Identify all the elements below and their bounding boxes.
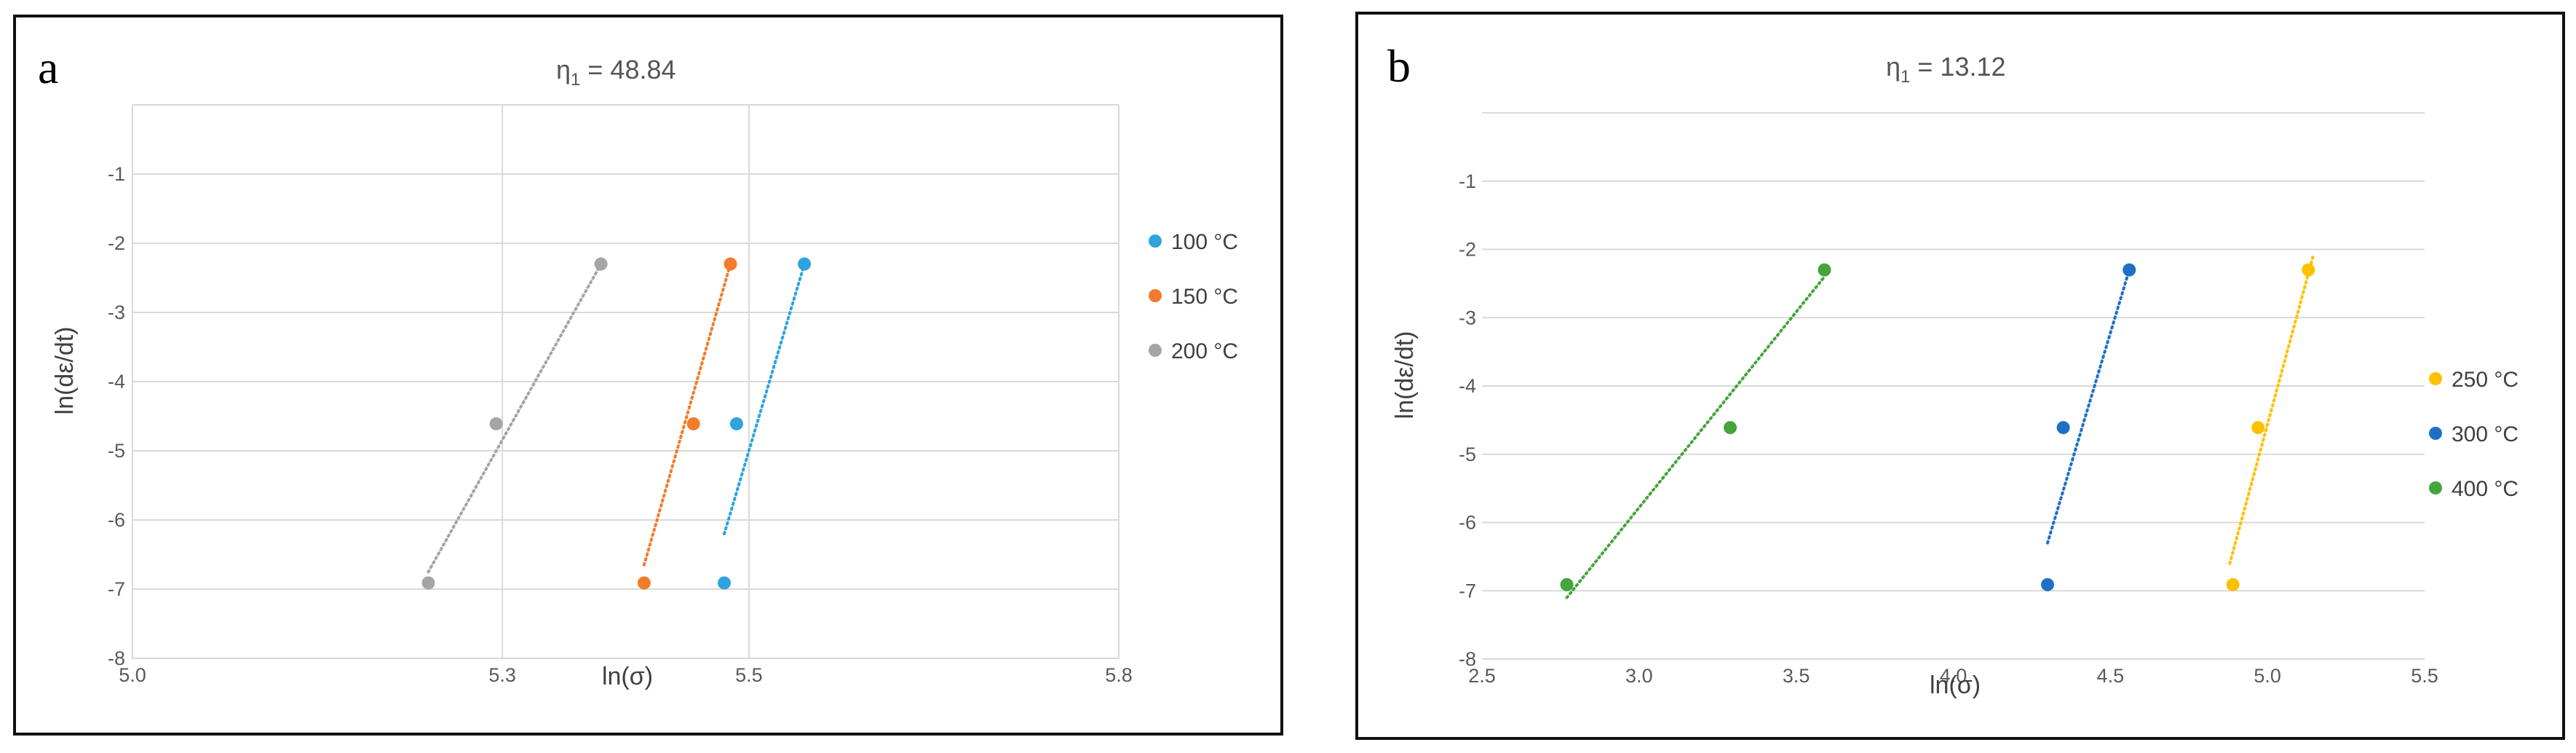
trendline-250c [2228,254,2315,565]
trendline-300c [2046,268,2131,545]
plot-area-a: -1 -2 -3 -4 -5 -6 -7 -85.0 5.3 5.5 5.8 100 °C 150 °C… [108,104,1238,686]
y-tick-label: -6 [108,509,125,531]
legend-marker [2429,481,2442,494]
y-tick-label: -5 [108,440,125,462]
trendline-200c [427,262,603,574]
data-point [637,576,651,590]
chart-title-a: η1 = 48.84 [556,55,676,90]
data-point [724,257,737,271]
title-subscript-b: 1 [1901,67,1910,87]
legend-label: 100 °C [1171,230,1238,254]
y-axis-label-a: ln(dε/dt) [51,327,79,415]
legend-label: 250 °C [2452,368,2518,392]
title-subscript-a: 1 [571,70,580,90]
chart-a-svg: a η1 = 48.84 -1 -2 -3 -4 -5 -6 -7 -85.0 5.3 5.5 5.… [38,42,1238,690]
legend-label: 150 °C [1171,285,1238,309]
legend-marker [1149,234,1162,248]
y-axis-label-b: ln(dε/dt) [1391,331,1419,419]
data-point [2302,263,2315,277]
legend-label: 400 °C [2452,477,2518,501]
y-tick-label: -4 [108,371,125,393]
y-tick-label: -5 [1459,443,1476,465]
data-point [2041,577,2054,591]
trendline-400c [1565,275,1826,599]
x-tick-label: 4.0 [1940,665,1967,687]
legend-marker [2429,427,2442,440]
x-tick-label: 5.5 [735,664,763,686]
x-tick-label: 5.8 [1105,664,1133,686]
x-axis-label-b: ln(σ) [1930,671,1981,699]
panel-letter-a: a [38,42,58,93]
x-tick-label: 5.0 [2254,665,2281,687]
data-point [1560,577,1574,591]
data-point [686,417,700,430]
title-value-a: = 48.84 [580,55,675,84]
y-tick-label: -2 [1459,239,1476,261]
plot-area-b: -1 -2 -3 -4 -5 -6 -7 -82.5 3.0 3.5 4.0 4.5 5.0 5.5 250… [1459,112,2518,687]
data-point [718,576,731,590]
y-tick-label: -3 [108,301,125,323]
y-tick-label: -4 [1459,375,1476,397]
y-tick-label: -8 [1459,648,1476,670]
title-eta-b: η [1886,52,1901,82]
trendline-150c [642,262,732,567]
legend-marker [1149,289,1162,302]
y-tick-label: -6 [1459,512,1476,534]
x-tick-label: 3.5 [1783,665,1810,687]
legend-label: 200 °C [1171,339,1238,363]
y-tick-label: -7 [108,578,125,600]
chart-panel-a: a η1 = 48.84 -1 -2 -3 -4 -5 -6 -7 -8 5.0 5.3 5.5 5.… [13,15,1283,736]
data-point [594,257,608,271]
trendline-100c [723,262,807,535]
x-tick-label: 4.5 [2097,665,2125,687]
x-axis-label-a: ln(σ) [602,663,653,690]
data-point [489,417,503,430]
x-tick-label: 2.5 [1468,665,1496,687]
y-tick-label: -8 [108,647,125,669]
data-point [2226,577,2240,591]
y-tick-label: -2 [108,232,125,254]
x-tick-label: 5.5 [2411,665,2438,687]
chart-panel-b: b η1 = 13.12 -1 -2 -3 -4 -5 -6 -7 -8 2.5 3.0 3.5 4.… [1355,12,2565,740]
y-tick-label: -1 [108,163,125,185]
y-tick-label: -3 [1459,307,1476,328]
x-tick-label: 3.0 [1625,665,1653,687]
y-tick-label: -7 [1459,580,1476,602]
data-point [729,417,743,430]
legend-label: 300 °C [2452,422,2518,446]
x-tick-label: 5.0 [119,664,146,686]
title-eta-a: η [556,55,571,84]
data-point [1724,421,1737,435]
x-tick-label: 5.3 [488,664,516,686]
legend-marker [2429,372,2442,385]
panel-letter-b: b [1387,40,1411,92]
chart-title-b: η1 = 13.12 [1886,52,2006,87]
data-point [2123,263,2136,277]
legend-marker [1149,344,1162,357]
data-point [2056,421,2070,435]
data-point [421,576,435,590]
data-point [1818,263,1831,277]
data-point [2251,421,2265,435]
y-tick-label: -1 [1459,170,1476,192]
chart-b-svg: b η1 = 13.12 -1 -2 -3 -4 -5 -6 -7 -82.5 3.0 3.5 4.… [1387,40,2518,699]
title-value-b: = 13.12 [1910,52,2005,82]
data-point [798,257,812,271]
